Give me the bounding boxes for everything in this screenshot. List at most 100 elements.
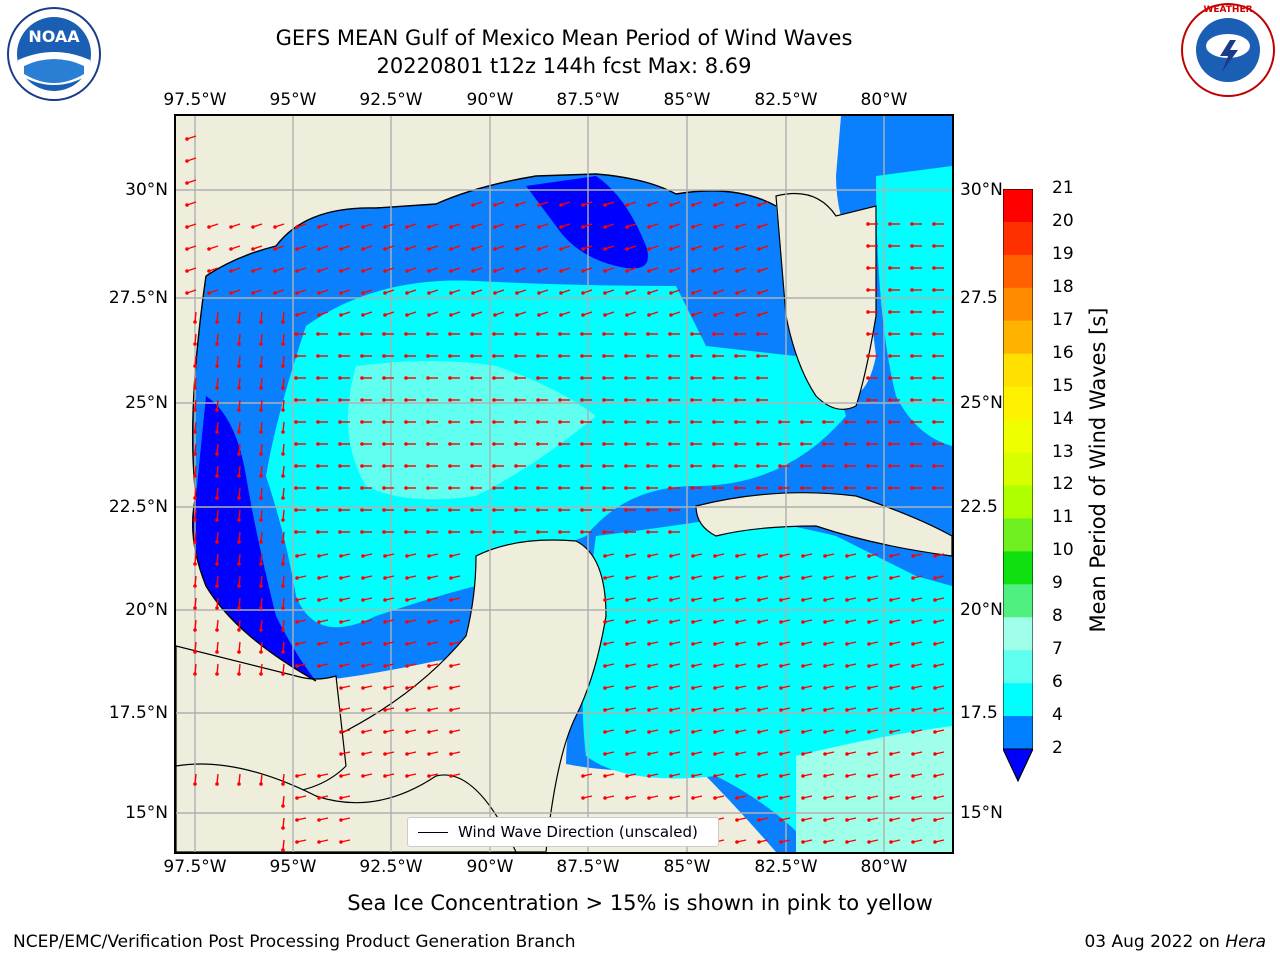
wind-wave-arrow-head bbox=[294, 442, 298, 446]
wind-wave-arrow-head bbox=[625, 225, 629, 229]
wind-wave-arrow-head bbox=[603, 225, 607, 229]
wind-wave-arrow-head bbox=[713, 203, 717, 207]
wind-wave-arrow-head bbox=[932, 332, 936, 336]
water-light-cyan-core bbox=[348, 361, 596, 500]
wind-wave-arrow-head bbox=[669, 664, 673, 668]
wind-wave-arrow-head bbox=[449, 620, 453, 624]
wind-wave-arrow-head bbox=[735, 576, 739, 580]
wind-wave-arrow-head bbox=[712, 486, 716, 490]
wind-wave-arrow-head bbox=[383, 269, 387, 273]
wind-wave-arrow-head bbox=[470, 376, 474, 380]
wind-wave-arrow-head bbox=[215, 320, 219, 324]
wind-wave-arrow-head bbox=[404, 398, 408, 402]
wind-wave-arrow-head bbox=[669, 752, 673, 756]
wind-wave-arrow-head bbox=[735, 247, 739, 251]
wind-wave-arrow-head bbox=[647, 686, 651, 690]
wind-wave-arrow-head bbox=[427, 269, 431, 273]
wind-wave-arrow-head bbox=[889, 730, 893, 734]
wind-wave-arrow-head bbox=[801, 774, 805, 778]
wind-wave-arrow-head bbox=[449, 664, 453, 668]
wind-wave-arrow-head bbox=[426, 354, 430, 358]
wind-wave-arrow-head bbox=[756, 464, 760, 468]
wind-wave-arrow-head bbox=[281, 650, 285, 654]
wind-wave-arrow-head bbox=[669, 203, 673, 207]
wind-wave-arrow-head bbox=[251, 247, 255, 251]
wind-wave-arrow-head bbox=[823, 840, 827, 844]
wind-wave-arrow-head bbox=[449, 686, 453, 690]
wind-wave-arrow-head bbox=[273, 247, 277, 251]
wind-wave-arrow-head bbox=[339, 664, 343, 668]
wind-wave-arrow-head bbox=[823, 774, 827, 778]
wind-wave-arrow-head bbox=[448, 486, 452, 490]
wind-wave-arrow-head bbox=[888, 464, 892, 468]
wind-wave-arrow-head bbox=[734, 486, 738, 490]
wind-wave-arrow-head bbox=[229, 225, 233, 229]
wind-wave-arrow-head bbox=[259, 452, 263, 456]
lat-label-left: 30°N bbox=[125, 180, 168, 200]
wind-wave-arrow-head bbox=[646, 442, 650, 446]
wind-wave-arrow-head bbox=[779, 576, 783, 580]
wind-wave-arrow-head bbox=[215, 540, 219, 544]
wind-wave-arrow-head bbox=[669, 774, 673, 778]
lat-label-right: 20°N bbox=[960, 600, 1003, 620]
wind-wave-arrow-head bbox=[559, 313, 563, 317]
wind-wave-arrow-head bbox=[360, 530, 364, 534]
wind-wave-arrow-head bbox=[426, 486, 430, 490]
wind-wave-arrow-head bbox=[405, 313, 409, 317]
wind-wave-arrow-head bbox=[779, 752, 783, 756]
wind-wave-arrow-head bbox=[713, 752, 717, 756]
wind-wave-arrow-head bbox=[427, 291, 431, 295]
wind-wave-arrow-head bbox=[823, 642, 827, 646]
wind-wave-arrow-head bbox=[317, 598, 321, 602]
wind-wave-arrow-head bbox=[910, 486, 914, 490]
wind-wave-arrow-head bbox=[713, 796, 717, 800]
wind-wave-arrow-head bbox=[712, 354, 716, 358]
wind-wave-arrow-head bbox=[757, 664, 761, 668]
wind-wave-arrow-head bbox=[844, 442, 848, 446]
wind-wave-arrow-head bbox=[259, 342, 263, 346]
wind-wave-arrow-head bbox=[910, 464, 914, 468]
colorbar-tick-label: 20 bbox=[1052, 210, 1074, 231]
wind-wave-arrow-head bbox=[360, 398, 364, 402]
wind-wave-arrow-head bbox=[193, 364, 197, 368]
wind-wave-arrow-head bbox=[932, 222, 936, 226]
wind-wave-arrow-head bbox=[779, 774, 783, 778]
wind-wave-arrow-head bbox=[889, 752, 893, 756]
wind-wave-arrow-head bbox=[317, 247, 321, 251]
wind-wave-arrow-head bbox=[361, 642, 365, 646]
wind-wave-arrow-head bbox=[317, 269, 321, 273]
lon-label-bottom: 82.5°W bbox=[754, 857, 818, 877]
wind-wave-arrow-head bbox=[691, 203, 695, 207]
lat-label-left: 15°N bbox=[125, 803, 168, 823]
wind-wave-arrow-head bbox=[470, 332, 474, 336]
wind-wave-arrow-head bbox=[712, 464, 716, 468]
wind-wave-arrow-head bbox=[237, 386, 241, 390]
wind-wave-arrow-head bbox=[691, 686, 695, 690]
wind-wave-arrow-head bbox=[822, 442, 826, 446]
wind-wave-arrow-head bbox=[889, 620, 893, 624]
wind-wave-arrow-head bbox=[778, 420, 782, 424]
wind-wave-arrow-head bbox=[801, 708, 805, 712]
wind-wave-arrow-head bbox=[471, 247, 475, 251]
wind-wave-arrow-head bbox=[625, 554, 629, 558]
wind-wave-arrow-head bbox=[405, 576, 409, 580]
wind-wave-arrow-head bbox=[537, 225, 541, 229]
wind-wave-arrow-head bbox=[888, 486, 892, 490]
wind-wave-arrow-head bbox=[559, 269, 563, 273]
wind-wave-arrow-head bbox=[449, 225, 453, 229]
wind-wave-arrow-head bbox=[691, 313, 695, 317]
wind-wave-arrow-head bbox=[866, 486, 870, 490]
wind-wave-arrow-head bbox=[625, 576, 629, 580]
wind-wave-arrow-head bbox=[316, 376, 320, 380]
wind-wave-arrow-head bbox=[625, 620, 629, 624]
wind-wave-arrow-head bbox=[448, 332, 452, 336]
wind-wave-arrow-head bbox=[536, 420, 540, 424]
wind-wave-arrow-head bbox=[603, 576, 607, 580]
wind-wave-arrow-head bbox=[602, 464, 606, 468]
wind-wave-arrow-head bbox=[932, 266, 936, 270]
wind-wave-arrow-head bbox=[215, 452, 219, 456]
lon-label-top: 90°W bbox=[466, 90, 514, 110]
wind-wave-arrow-head bbox=[493, 203, 497, 207]
wind-wave-arrow-head bbox=[237, 650, 241, 654]
wind-wave-arrow-head bbox=[647, 708, 651, 712]
